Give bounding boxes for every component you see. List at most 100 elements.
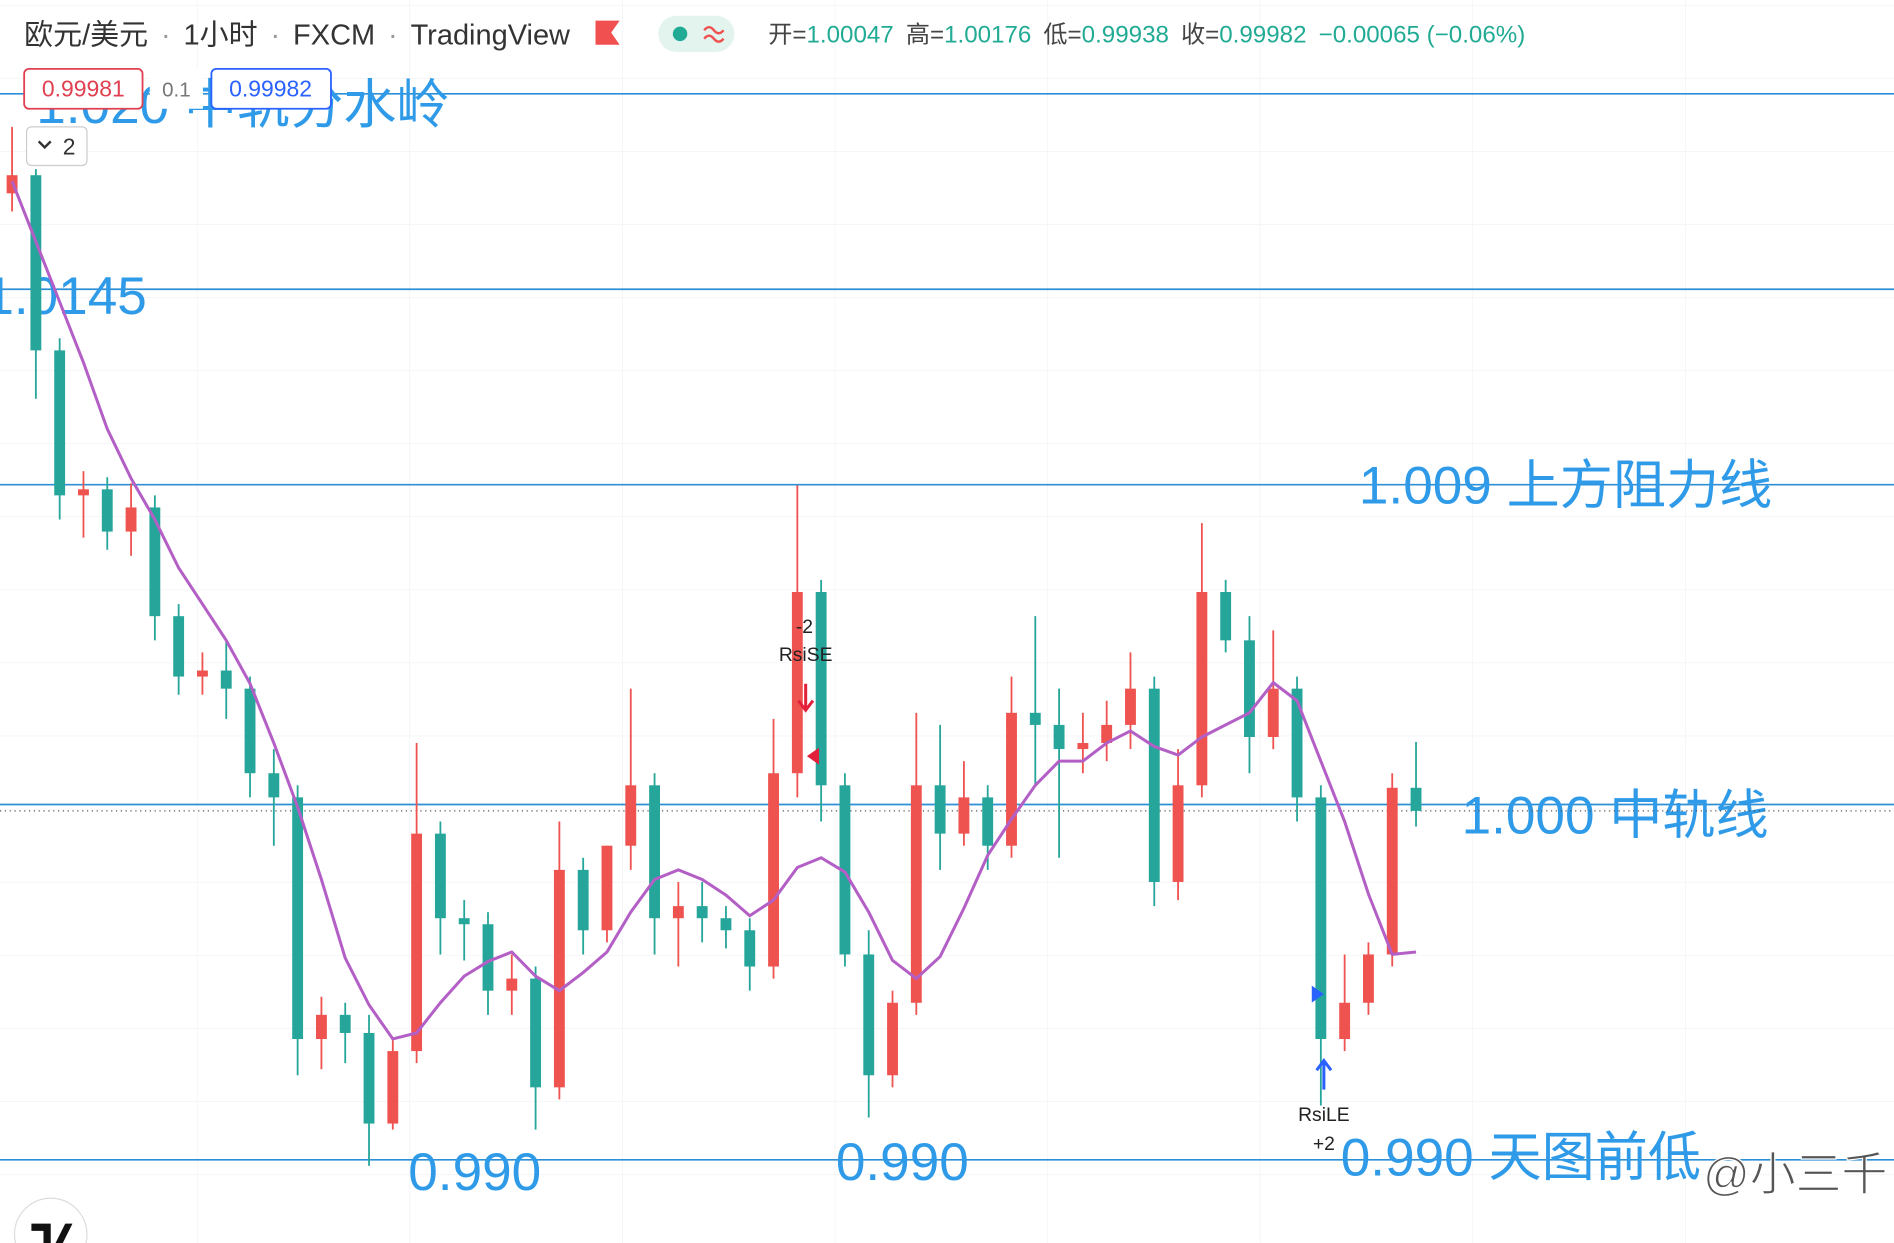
annotation-label: 0.990 天图前低 — [1341, 1128, 1701, 1187]
annotation-label: 0.990 — [836, 1133, 969, 1192]
candle-body — [934, 785, 946, 834]
candle-body — [839, 785, 851, 955]
candle-body — [910, 785, 922, 1003]
candle-body — [1101, 724, 1113, 744]
candle-body — [1220, 592, 1232, 641]
signal-arrow — [797, 683, 815, 713]
ohlc-label: 低= — [1043, 21, 1081, 48]
annotation-label: 1.000 中轨线 — [1462, 786, 1769, 845]
candle-body — [791, 592, 803, 774]
candle-body — [149, 507, 161, 617]
candle-body — [768, 773, 779, 967]
logo-mark — [31, 1223, 73, 1243]
candle-body — [54, 350, 66, 496]
logo-badge[interactable] — [13, 1197, 88, 1243]
candle-body — [197, 670, 208, 677]
candle-body — [625, 785, 637, 846]
separator: · — [161, 20, 171, 52]
candle-body — [530, 978, 542, 1088]
candle-body — [1172, 785, 1184, 882]
candle-body — [411, 833, 423, 1052]
candle-body — [1315, 797, 1327, 1040]
candle-body — [1006, 712, 1017, 846]
candle-body — [173, 616, 185, 677]
annotation-label: 1.009 上方阻力线 — [1359, 457, 1772, 516]
signal-marker — [1311, 985, 1324, 1003]
candle-body — [78, 489, 89, 496]
candle-body — [1244, 640, 1255, 737]
candle-body — [315, 1014, 327, 1040]
candle-body — [220, 670, 232, 689]
candle-body — [982, 797, 994, 846]
candle-body — [482, 924, 494, 991]
watermark: @小三千 — [1703, 1148, 1887, 1200]
candle-body — [672, 906, 684, 919]
ohlc-value: 1.00047 — [806, 21, 893, 48]
candle-body — [958, 797, 970, 834]
candle-body — [1291, 688, 1303, 798]
candle-body — [268, 773, 280, 798]
candle-body — [601, 845, 613, 931]
candle-body — [1410, 787, 1422, 811]
signal-qty: -2 — [796, 617, 813, 638]
pane-count: 2 — [63, 134, 76, 160]
candle-body — [30, 175, 42, 351]
exchange: FXCM — [293, 20, 375, 52]
candle-body — [434, 833, 446, 919]
candle-body — [863, 954, 875, 1076]
ohlc-value: 1.00176 — [944, 21, 1031, 48]
candle-body — [1363, 954, 1374, 1003]
symbol: 欧元/美元 — [24, 20, 148, 52]
candle-body — [1053, 724, 1065, 750]
candle-body — [744, 930, 756, 967]
moving-average — [10, 180, 1417, 1041]
signal-name: RsiLE — [1298, 1105, 1350, 1126]
candle-body — [577, 869, 589, 931]
signal-marker — [806, 747, 819, 765]
signal-qty: +2 — [1313, 1134, 1335, 1155]
ask-price: 0.99982 — [229, 76, 312, 102]
candle-body — [1386, 787, 1398, 955]
bid-box[interactable] — [23, 67, 144, 110]
candle-body — [101, 489, 113, 532]
ohlc-label: 收= — [1181, 21, 1219, 48]
annotation-label: 1.0145 — [0, 267, 147, 326]
candle-body — [339, 1014, 351, 1033]
candle-body — [1196, 592, 1208, 786]
bid-price: 0.99981 — [42, 76, 125, 102]
spread: 0.1 — [162, 79, 191, 102]
signal-arrow — [1315, 1058, 1333, 1090]
chevron-icon — [37, 140, 52, 150]
candle-body — [506, 978, 518, 991]
ohlc-value: 0.99938 — [1082, 21, 1169, 48]
status-dot — [672, 26, 688, 42]
interval: 1小时 — [184, 20, 258, 52]
candle-body — [720, 918, 732, 931]
spread-box — [149, 68, 203, 109]
header-title: 欧元/美元 · 1小时 · FXCM · TradingView — [24, 20, 570, 52]
candle-body — [292, 797, 304, 1040]
pane-toggle[interactable] — [25, 126, 88, 167]
candle-body — [458, 918, 470, 925]
ohlc-legend: 开=1.00047 高=1.00176 低=0.99938 收=0.99982 −0.0… — [768, 21, 1525, 48]
annotation-label: 0.990 — [408, 1143, 541, 1202]
ohlc-label: 开= — [768, 21, 806, 48]
candle-body — [1267, 688, 1279, 737]
candle-body — [887, 1002, 898, 1076]
candle-body — [1339, 1002, 1351, 1040]
flag-icon[interactable] — [595, 20, 620, 45]
status-pill[interactable] — [658, 15, 735, 52]
candle-body — [1077, 743, 1089, 750]
separator: · — [388, 20, 398, 52]
candle-body — [815, 592, 827, 786]
candle-body — [1125, 688, 1136, 725]
change: −0.00065 (−0.06%) — [1319, 21, 1526, 48]
candle-body — [553, 869, 565, 1088]
volatility-icon — [703, 26, 725, 43]
separator: · — [270, 20, 280, 52]
candle-body — [1029, 712, 1041, 725]
ask-box[interactable] — [210, 67, 332, 110]
platform: TradingView — [411, 20, 570, 52]
